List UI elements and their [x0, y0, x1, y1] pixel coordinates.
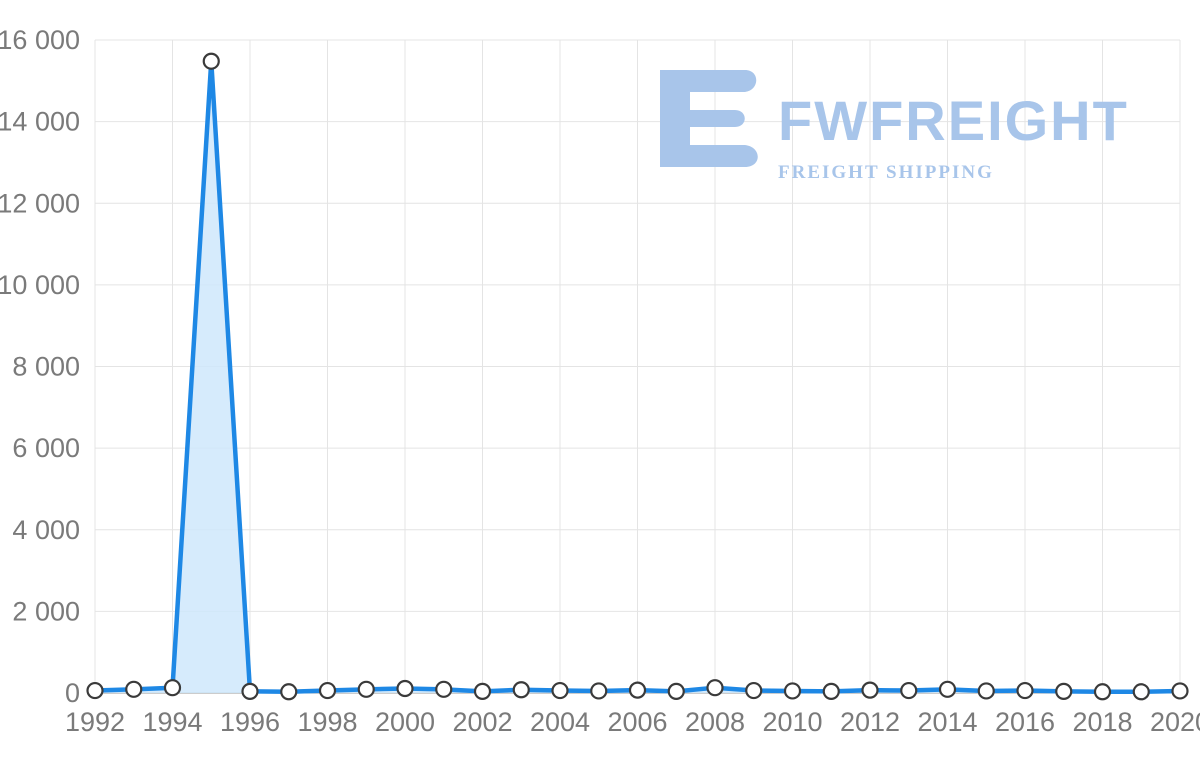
data-point-marker[interactable]: 1994: 130 [165, 680, 180, 695]
data-point-marker[interactable]: 1992: 60 [88, 683, 103, 698]
watermark-logo: FWFREIGHT FREIGHT SHIPPING [660, 70, 1129, 183]
data-point-marker[interactable]: 2020: 50 [1173, 683, 1188, 698]
data-point-marker[interactable]: 2009: 60 [746, 683, 761, 698]
y-axis-tick-label: 2 000 [12, 596, 80, 626]
watermark-brand-text: FWFREIGHT [778, 89, 1129, 152]
y-axis-tick-label: 4 000 [12, 515, 80, 545]
y-axis-tick-label: 12 000 [0, 188, 80, 218]
x-axis-tick-label: 1992 [65, 707, 125, 737]
x-axis-tick-label: 2014 [917, 707, 977, 737]
data-point-marker[interactable]: 2014: 90 [940, 682, 955, 697]
x-axis-tick-label: 2008 [685, 707, 745, 737]
x-axis-tick-label: 2018 [1072, 707, 1132, 737]
x-axis-tick-label: 2006 [607, 707, 667, 737]
y-axis-tick-label: 0 [65, 678, 80, 708]
y-axis-tick-label: 16 000 [0, 25, 80, 55]
x-axis-tick-label: 1998 [297, 707, 357, 737]
y-axis-tick-label: 8 000 [12, 352, 80, 382]
chart-container: FWFREIGHT FREIGHT SHIPPING 1992: 60 1993: … [0, 0, 1200, 763]
data-point-marker[interactable]: 2012: 70 [863, 683, 878, 698]
fwfreight-logo-mark [660, 70, 758, 167]
data-point-marker[interactable]: 1998: 60 [320, 683, 335, 698]
x-axis-tick-label: 2020 [1150, 707, 1200, 737]
data-point-marker[interactable]: 1999: 90 [359, 682, 374, 697]
data-point-marker[interactable]: 2004: 60 [553, 683, 568, 698]
data-point-marker[interactable]: 2017: 40 [1056, 684, 1071, 699]
chart-svg: FWFREIGHT FREIGHT SHIPPING 1992: 60 1993: … [0, 0, 1200, 763]
data-point-marker[interactable]: 2018: 30 [1095, 684, 1110, 699]
x-axis-tick-label: 1996 [220, 707, 280, 737]
data-point-marker[interactable]: 2010: 50 [785, 683, 800, 698]
x-axis-tick-label: 2000 [375, 707, 435, 737]
data-point-marker[interactable]: 2002: 40 [475, 684, 490, 699]
data-point-marker[interactable]: 2007: 40 [669, 684, 684, 699]
data-point-marker[interactable]: 2015: 50 [979, 683, 994, 698]
x-axis-tick-label: 2016 [995, 707, 1055, 737]
data-point-marker[interactable]: 1997: 30 [281, 684, 296, 699]
watermark-tagline-text: FREIGHT SHIPPING [778, 162, 994, 183]
data-point-marker[interactable]: 2013: 60 [901, 683, 916, 698]
x-axis-tick-label: 2004 [530, 707, 590, 737]
data-point-marker[interactable]: 2011: 40 [824, 684, 839, 699]
data-point-marker[interactable]: 2003: 80 [514, 682, 529, 697]
y-axis-tick-label: 14 000 [0, 107, 80, 137]
data-point-marker[interactable]: 1996: 40 [243, 684, 258, 699]
y-axis-tick-label: 6 000 [12, 433, 80, 463]
data-point-marker[interactable]: 2008: 130 [708, 680, 723, 695]
data-point-marker[interactable]: 2000: 110 [398, 681, 413, 696]
data-point-marker[interactable]: 1995: 15480 [204, 54, 219, 69]
x-axis-tick-label: 2010 [762, 707, 822, 737]
y-axis-tick-label: 10 000 [0, 270, 80, 300]
x-axis-tick-label: 2012 [840, 707, 900, 737]
data-point-marker[interactable]: 1993: 90 [126, 682, 141, 697]
data-point-marker[interactable]: 2016: 60 [1018, 683, 1033, 698]
x-axis-tick-label: 2002 [452, 707, 512, 737]
data-point-marker[interactable]: 2019: 30 [1134, 684, 1149, 699]
data-point-marker[interactable]: 2006: 70 [630, 683, 645, 698]
x-axis-tick-label: 1994 [142, 707, 202, 737]
data-point-marker[interactable]: 2001: 90 [436, 682, 451, 697]
data-point-marker[interactable]: 2005: 50 [591, 683, 606, 698]
